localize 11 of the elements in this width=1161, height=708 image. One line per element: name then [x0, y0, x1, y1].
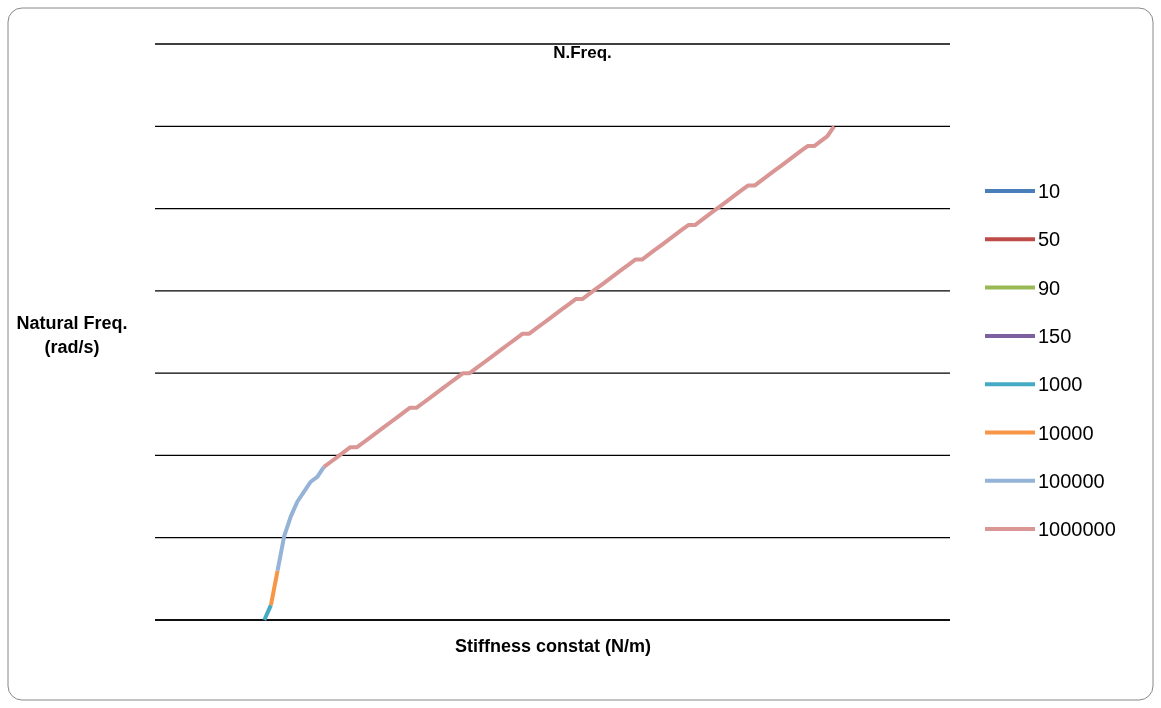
legend-label: 150: [1038, 324, 1072, 347]
legend-label: 10000: [1038, 421, 1094, 444]
legend-label: 1000: [1038, 373, 1083, 396]
legend-label: 50: [1038, 228, 1061, 251]
y-axis-title: Natural Freq. (rad/s): [16, 313, 128, 357]
x-axis-title: Stiffness constat (N/m): [454, 636, 652, 656]
legend-label: 100000: [1038, 469, 1105, 492]
legend-label: 90: [1038, 276, 1061, 299]
legend-label: 1000000: [1038, 518, 1116, 541]
legend-label: 10: [1038, 180, 1061, 202]
chart-title: N.Freq.: [553, 43, 612, 62]
